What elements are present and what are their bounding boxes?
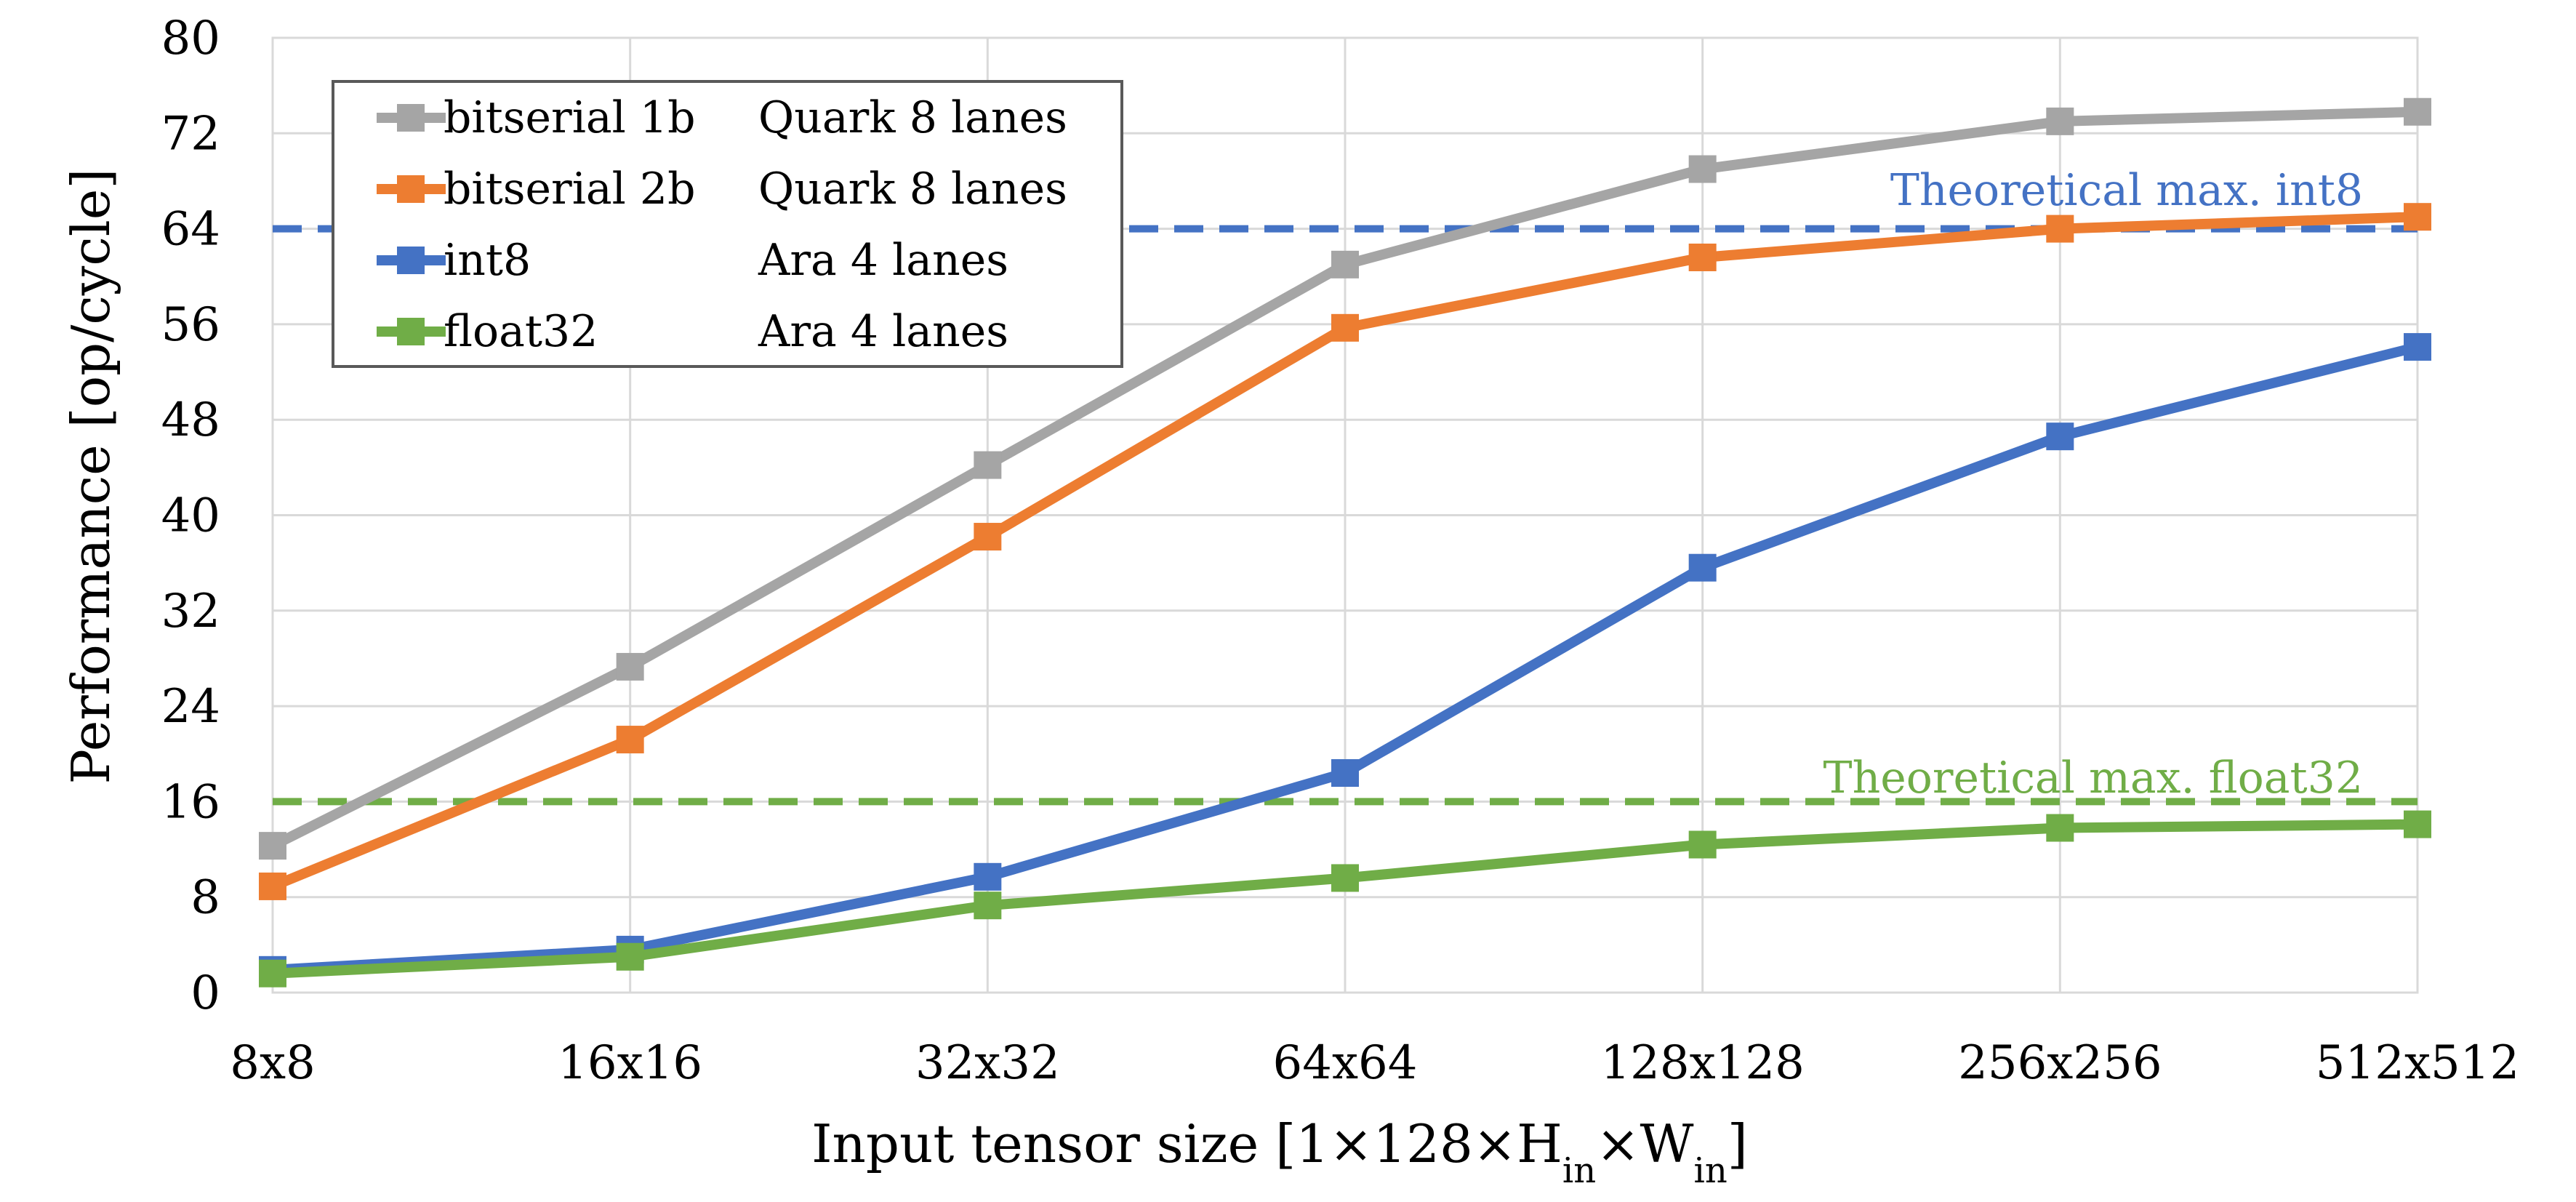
legend-name-1: bitserial 2b: [444, 164, 696, 215]
legend-box: [332, 80, 1123, 368]
series-0-point-3: [1331, 250, 1359, 279]
series-0-point-0: [259, 832, 286, 860]
x-axis-title-sub-w: in: [1694, 1150, 1728, 1191]
series-3-point-6: [2404, 810, 2431, 838]
axis-labels-layer: 0 8 16 24 32 40 48 56 64 72 80 8x8 16x16 32x32 64x64 12…: [161, 12, 2520, 1090]
x-axis-title-main: Input tensor size [1×128×H: [811, 1113, 1562, 1174]
series-3-point-5: [2046, 814, 2074, 842]
legend-name-0: bitserial 1b: [444, 92, 696, 143]
reference-label-1: Theoretical max. float32: [1823, 753, 2363, 804]
series-0-point-2: [974, 451, 1002, 479]
y-tick-label-16: 16: [161, 775, 220, 829]
x-tick-label-16x16: 16x16: [558, 1036, 702, 1090]
x-tick-label-32x32: 32x32: [915, 1036, 1060, 1090]
series-0-point-5: [2046, 107, 2074, 135]
legend-config-2: Ara 4 lanes: [758, 235, 1008, 286]
y-tick-label-56: 56: [161, 298, 220, 352]
y-tick-label-48: 48: [161, 393, 220, 447]
legend-marker-0: [397, 104, 425, 132]
x-axis-title-mid: ×W: [1596, 1113, 1693, 1174]
legend-marker-2: [397, 247, 425, 274]
y-tick-label-72: 72: [161, 107, 220, 161]
series-2-point-4: [1688, 553, 1717, 582]
legend-config-1: Quark 8 lanes: [758, 164, 1067, 215]
x-tick-label-8x8: 8x8: [230, 1036, 316, 1090]
legend-name-3: float32: [444, 306, 598, 357]
plot-border: [271, 36, 2419, 994]
x-axis-title: Input tensor size [1×128×Hin×Win]: [811, 1113, 1748, 1191]
series-1-point-0: [259, 872, 286, 900]
series-3-point-2: [974, 892, 1002, 920]
legend-marker-1: [397, 175, 425, 203]
series-3-point-0: [259, 959, 286, 987]
series-1-point-5: [2046, 215, 2074, 243]
y-tick-label-32: 32: [161, 585, 220, 638]
y-tick-label-80: 80: [161, 12, 220, 65]
legend-config-0: Quark 8 lanes: [758, 92, 1067, 143]
reference-lines-layer: Theoretical max. int8 Theoretical max. fl…: [273, 165, 2417, 806]
series-3-point-4: [1688, 830, 1717, 859]
x-tick-label-512x512: 512x512: [2316, 1036, 2519, 1090]
series-1-point-3: [1331, 313, 1359, 342]
x-tick-label-256x256: 256x256: [1958, 1036, 2162, 1090]
y-axis-title: Performance [op/cycle]: [60, 169, 121, 785]
x-tick-label-64x64: 64x64: [1273, 1036, 1418, 1090]
series-3-point-1: [616, 942, 644, 971]
series-layer: [259, 97, 2431, 987]
legend-name-2: int8: [444, 235, 531, 286]
y-tick-label-40: 40: [161, 489, 220, 543]
series-2-point-5: [2046, 422, 2074, 451]
reference-label-0: Theoretical max. int8: [1890, 165, 2363, 216]
legend: bitserial 1b Quark 8 lanes bitserial 2b Qua…: [332, 80, 1123, 368]
series-0-point-1: [616, 652, 644, 681]
y-tick-label-0: 0: [190, 966, 220, 1020]
series-2-point-6: [2404, 333, 2431, 361]
series-1-point-2: [974, 523, 1002, 551]
legend-config-3: Ara 4 lanes: [758, 306, 1008, 357]
y-tick-label-24: 24: [161, 680, 220, 734]
legend-marker-3: [397, 318, 425, 345]
series-3-point-3: [1331, 864, 1359, 892]
x-axis-title-end: ]: [1728, 1113, 1748, 1174]
x-axis-title-sub-h: in: [1562, 1150, 1596, 1191]
y-tick-label-8: 8: [190, 871, 220, 925]
series-1-point-1: [616, 726, 644, 754]
x-tick-label-128x128: 128x128: [1600, 1036, 1804, 1090]
series-0-point-4: [1688, 155, 1717, 183]
series-2-point-3: [1331, 759, 1359, 788]
series-2-point-2: [974, 862, 1002, 891]
series-1-point-6: [2404, 203, 2431, 231]
y-tick-label-64: 64: [161, 203, 220, 257]
series-1-point-4: [1688, 243, 1717, 271]
grid-layer: [271, 36, 2419, 994]
series-0-point-6: [2404, 97, 2431, 126]
